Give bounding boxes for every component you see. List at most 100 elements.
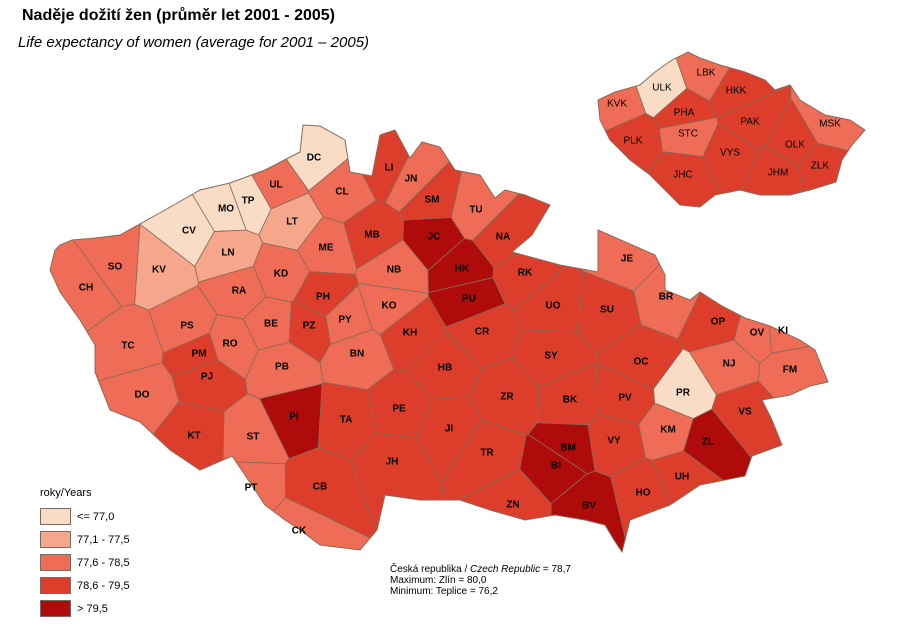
legend-swatch [40,508,71,525]
district-label: BR [659,292,674,303]
region-labels: ULK LBK KVK PHA STC HKK PAK PLK VYS MSK OLK JHM ZLK J… [607,68,841,181]
legend-label: 77,1 - 77,5 [77,533,130,546]
district-label: CB [313,482,327,493]
region-label: HKK [726,86,747,97]
legend-label: 78,6 - 79,5 [77,579,130,592]
district-label: KM [660,425,676,436]
legend-swatch [40,554,71,571]
district-labels: DC UL TP MO CV LT CL LI JN SM TU NA JC MB ME LN KV SO CH RA… [79,153,797,537]
district-label: MB [364,230,380,241]
legend-item: 77,6 - 78,5 [40,551,130,574]
district-label: ST [247,432,260,443]
district-label: CK [292,526,307,537]
district-label: ZL [702,437,714,448]
region-label: LBK [697,68,716,79]
district-label: LI [385,163,394,174]
district-label: JN [405,174,418,185]
legend-item: 78,6 - 79,5 [40,574,130,597]
region-label: JHM [768,168,789,179]
district-label: SM [425,195,440,206]
region-label: ZLK [811,161,830,172]
district-label: TC [121,341,134,352]
district-label: CV [182,226,196,237]
district-label: SO [108,262,123,273]
district-label: OV [750,328,765,339]
district-label: PY [338,315,352,326]
district-label: LT [286,217,297,228]
legend-item: 77,1 - 77,5 [40,528,130,551]
district-label: RA [232,286,246,297]
inset-outline [597,51,866,208]
district-label: BK [563,395,578,406]
district-label: KV [152,265,166,276]
district-label: SU [600,305,614,316]
district-label: BI [551,461,561,472]
district-label: PS [180,321,194,332]
district-label: RO [223,339,238,350]
district-label: JH [386,457,399,468]
legend-label: <= 77,0 [77,510,115,523]
district-label: CR [475,327,490,338]
district-label: PM [192,349,207,360]
district-label: JC [428,232,441,243]
region-label: PHA [674,108,695,119]
region-inset-map [598,52,865,207]
district-label: VS [738,407,752,418]
district-label: LN [221,248,234,259]
summary-notes: Česká republika / Czech Republic = 78,7 … [390,564,571,597]
national-label-en: Czech Republic [470,564,541,575]
district-label: ME [319,243,334,254]
legend-title: roky/Years [40,487,92,499]
district-label: VY [607,436,621,447]
district-label: UH [675,472,689,483]
map-subtitle: Life expectancy of women (average for 20… [18,34,370,51]
legend-label: 77,6 - 78,5 [77,556,130,569]
district-label: RK [518,268,533,279]
district-label: MO [218,204,234,215]
district-label: PJ [201,372,213,383]
district-label: DO [135,390,150,401]
district-label: CL [335,187,348,198]
region-label: STC [678,129,698,140]
district-label: BE [264,319,278,330]
district-label: HB [438,363,452,374]
legend: roky/Years <= 77,0 77,1 - 77,5 77,6 - 78… [40,487,130,620]
legend-label: > 79,5 [77,602,108,615]
district-label: PH [316,292,330,303]
district-label: KH [403,328,417,339]
district-ov [733,237,773,365]
national-average: Česká republika / Czech Republic = 78,7 [390,564,571,575]
district-label: DC [307,153,321,164]
district-label: KT [187,431,200,442]
district-label: SY [544,351,558,362]
district-label: HO [636,488,651,499]
region-label: MSK [819,119,841,130]
district-label: KI [778,326,788,337]
district-label: BN [350,349,364,360]
region-label: ULK [652,83,672,94]
district-label: PE [392,404,406,415]
district-label: FM [783,365,797,376]
district-label: BM [560,443,576,454]
district-label: TP [242,196,255,207]
region-label: PLK [624,136,643,147]
region-label: KVK [607,99,627,110]
district-label: PB [275,362,289,373]
district-label: PZ [303,321,316,332]
map-title: Naděje dožití žen (průměr let 2001 - 200… [22,7,335,24]
district-label: PR [676,388,691,399]
region-plk [598,113,663,207]
district-label: BV [582,501,596,512]
district-label: JE [621,254,634,265]
district-label: PT [245,483,258,494]
region-label: PAK [740,117,760,128]
district-label: OP [711,317,726,328]
district-label: NA [496,232,510,243]
district-label: TA [340,415,353,426]
region-label: OLK [785,140,805,151]
district-label: NJ [723,359,736,370]
district-label: ZN [506,500,519,511]
maximum-note: Maximum: Zlín = 80,0 [390,575,487,586]
region-label: JHC [673,170,692,181]
district-label: JI [445,424,454,435]
